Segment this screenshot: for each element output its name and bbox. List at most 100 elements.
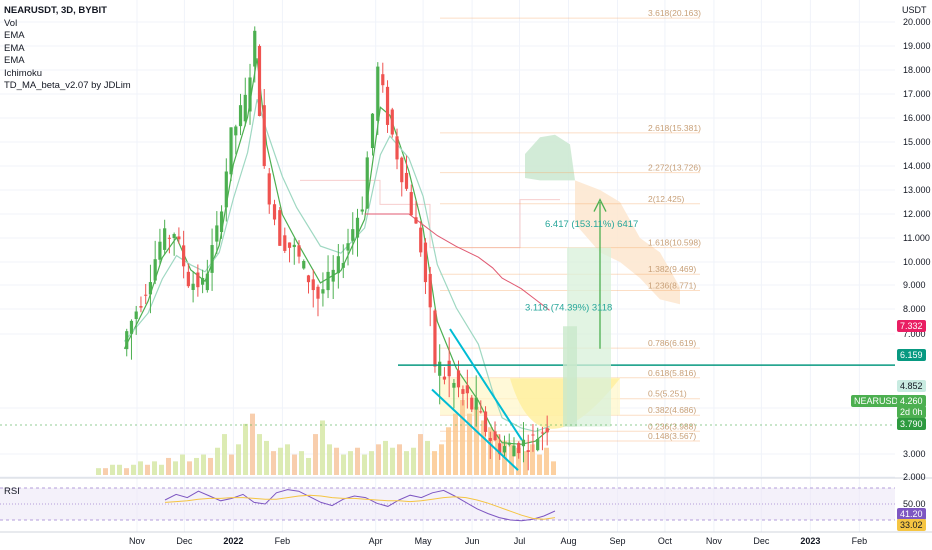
candle-body (163, 228, 167, 250)
candle-body (470, 397, 474, 410)
volume-bar (152, 461, 157, 475)
candle-body (229, 127, 233, 175)
volume-bar (313, 434, 318, 475)
candle-body (545, 428, 549, 433)
ema-green-tag: 3.790 (897, 418, 926, 430)
volume-bar (474, 406, 479, 475)
candle-body (129, 320, 134, 334)
candle-body (316, 286, 320, 299)
legend-ema-3[interactable]: EMA (4, 55, 25, 66)
legend-ema-1[interactable]: EMA (4, 30, 25, 41)
volume-bar (467, 413, 472, 475)
fib-level-label: 0.618(5.816) (648, 368, 696, 378)
volume-bar (383, 440, 388, 475)
candle-body (257, 45, 262, 116)
time-tick-label: Nov (129, 536, 146, 546)
volume-bar (481, 420, 486, 475)
candle-body (302, 260, 306, 269)
fib-level-label: 1.236(8.771) (648, 280, 696, 290)
candle-body (512, 445, 516, 457)
volume-bar (278, 447, 283, 475)
fib-level-label: 3.618(20.163) (648, 8, 701, 18)
volume-bar (173, 461, 178, 475)
time-tick-label: Sep (610, 536, 626, 546)
volume-bar (551, 461, 556, 475)
volume-bar (131, 464, 136, 475)
ema-teal-tag: 4.852 (897, 380, 926, 392)
time-tick-label: Dec (176, 536, 193, 546)
measure-label-small: 3.118 (74.39%) 3118 (525, 302, 612, 313)
volume-bar (257, 434, 262, 475)
fib-level-label: 1.382(9.469) (648, 264, 696, 274)
trendline-lower (431, 388, 519, 471)
volume-bar (362, 454, 367, 475)
rsi-ma-line (164, 494, 556, 520)
fib-level-label: 2.618(15.381) (648, 123, 701, 133)
candle-body (297, 245, 301, 257)
volume-bar (523, 451, 528, 475)
legend-ichimoku[interactable]: Ichimoku (4, 67, 43, 79)
candle-body (456, 370, 461, 388)
candle-body (148, 282, 153, 295)
price-tick-label: 10.000 (903, 257, 931, 267)
time-tick-label: Oct (658, 536, 673, 546)
candle-body (210, 245, 214, 273)
candle-body (423, 242, 428, 283)
candle-body (153, 259, 157, 281)
time-tick-label: Apr (369, 536, 383, 546)
candle-body (360, 209, 364, 212)
volume-bar (96, 468, 101, 475)
fib-level-label: 0.786(6.619) (648, 338, 696, 348)
volume-bar (138, 461, 143, 475)
candle-body (526, 450, 530, 453)
candle-body (144, 294, 148, 296)
fib-level-label: 0.148(3.567) (648, 431, 696, 441)
volume-bar (425, 440, 430, 475)
price-tick-label: 12.000 (903, 209, 931, 219)
volume-bar (530, 444, 535, 475)
candle-body (186, 271, 190, 287)
price-tick-label: 19.000 (903, 41, 931, 51)
volume-bar (453, 413, 458, 475)
volume-bar (103, 468, 108, 475)
candle-body (292, 244, 296, 248)
candle-body (400, 157, 404, 183)
volume-bar (215, 447, 220, 475)
volume-bar (369, 451, 374, 475)
level-line-tag: 6.159 (897, 349, 926, 361)
volume-bar (180, 454, 185, 475)
time-tick-label: Jul (514, 536, 526, 546)
candle-body (134, 311, 138, 319)
candle-body (390, 109, 394, 135)
volume-bar (166, 457, 171, 475)
rsi-label[interactable]: RSI (4, 486, 20, 497)
volume-bar (544, 447, 549, 475)
price-tick-label: 9.000 (903, 280, 926, 290)
candle-body (238, 105, 243, 127)
candle-body (447, 360, 451, 377)
candle-body (370, 113, 375, 149)
time-tick-label: Jun (465, 536, 480, 546)
ichimoku-cloud-red (575, 180, 680, 305)
volume-bar (194, 457, 199, 475)
legend-ema-2[interactable]: EMA (4, 42, 25, 54)
candle-body (336, 256, 340, 274)
volume-bar (516, 447, 521, 475)
candle-body (536, 439, 540, 451)
legend-td-ma[interactable]: TD_MA_beta_v2.07 by JDLim (4, 80, 131, 91)
candle-body (167, 237, 172, 239)
candle-body (385, 86, 390, 125)
time-axis: Nov Dec 2022 Feb Apr May Jun Jul Aug Sep Oct Nov Dec… (0, 531, 932, 546)
volume-bar (327, 444, 332, 475)
time-tick-label: Feb (852, 536, 868, 546)
candle-body (326, 271, 330, 291)
price-axis: 20.000 19.000 18.000 17.000 16.000 15.000 14.0… (902, 5, 931, 482)
rsi-line (164, 489, 556, 522)
volume-bar (299, 451, 304, 475)
ema-slow-line (364, 213, 550, 311)
legend-vol[interactable]: Vol (4, 17, 18, 29)
ichimoku-cloud (300, 134, 680, 305)
candle-body (479, 411, 483, 413)
volume-bar (250, 413, 255, 475)
